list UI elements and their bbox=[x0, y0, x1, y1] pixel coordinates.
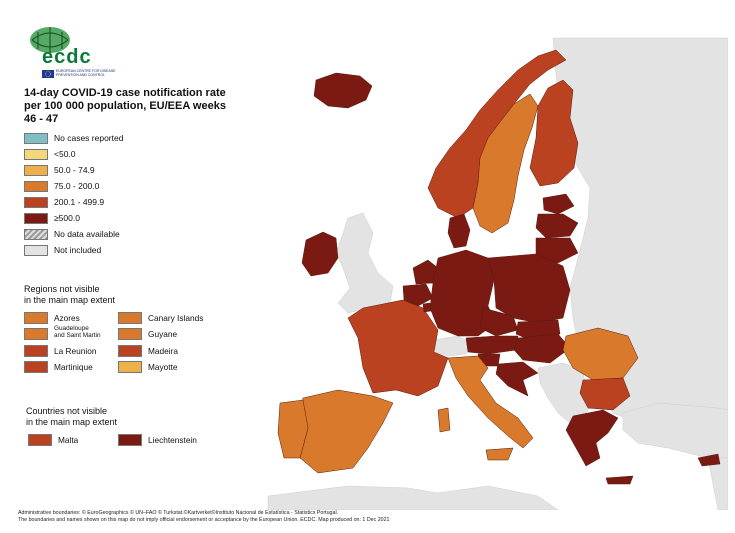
legend-label: No data available bbox=[54, 229, 120, 239]
legend-label: Guadeloupe and Saint Martin bbox=[54, 325, 101, 339]
country-bulgaria bbox=[579, 377, 631, 411]
legend-swatch bbox=[118, 328, 142, 340]
country-austria bbox=[465, 335, 519, 355]
legend-swatch bbox=[118, 434, 142, 446]
ecdc-logo: ecdc EUROPEAN CENTRE FOR DISEASE PREVENT… bbox=[26, 24, 116, 86]
country-estonia bbox=[542, 193, 575, 215]
legend-label: 50.0 - 74.9 bbox=[54, 165, 95, 175]
country-cyprus bbox=[697, 453, 721, 467]
disclaimer-line: The boundaries and names shown on this m… bbox=[18, 517, 390, 523]
country-spain bbox=[299, 389, 394, 474]
ecdc-wordmark: ecdc bbox=[42, 46, 92, 68]
europe-map bbox=[267, 37, 728, 510]
attribution-line: Administrative boundaries: © EuroGeograp… bbox=[18, 510, 339, 516]
region-not-included-uk bbox=[335, 212, 394, 314]
map-title: 14-day COVID-19 case notification rate p… bbox=[24, 87, 226, 125]
map-frame bbox=[18, 18, 728, 510]
legend-swatch bbox=[118, 361, 142, 373]
country-greece bbox=[565, 409, 619, 467]
country-ireland bbox=[301, 231, 339, 277]
legend-label: La Reunion bbox=[54, 346, 97, 356]
country-croatia bbox=[495, 361, 539, 397]
legend-swatch bbox=[24, 312, 48, 324]
ecdc-subtitle: EUROPEAN CENTRE FOR DISEASE PREVENTION A… bbox=[56, 69, 116, 77]
country-sardinia bbox=[437, 407, 451, 433]
legend-swatch bbox=[24, 181, 48, 192]
legend-label: Madeira bbox=[148, 346, 178, 356]
attribution-footer: Administrative boundaries: © EuroGeograp… bbox=[18, 510, 390, 524]
legend-swatch bbox=[24, 345, 48, 357]
country-finland bbox=[529, 79, 579, 187]
legend-swatch bbox=[24, 149, 48, 160]
country-italy bbox=[447, 355, 534, 449]
legend-label: No cases reported bbox=[54, 133, 124, 143]
country-hungary bbox=[513, 333, 571, 364]
legend-label: 75.0 - 200.0 bbox=[54, 181, 100, 191]
legend-label: Mayotte bbox=[148, 362, 178, 372]
legend-swatch bbox=[118, 345, 142, 357]
legend-label: Not included bbox=[54, 245, 102, 255]
legend-label: Canary Islands bbox=[148, 313, 204, 323]
regions-heading-line2: in the main map extent bbox=[24, 295, 116, 305]
country-sicily bbox=[485, 447, 514, 461]
country-belgium bbox=[402, 283, 434, 307]
country-denmark bbox=[447, 213, 471, 249]
regions-heading-line1: Regions not visible bbox=[24, 284, 100, 294]
legend-label: 200.1 - 499.9 bbox=[54, 197, 105, 207]
country-portugal bbox=[277, 399, 309, 459]
regions-heading: Regions not visible in the main map exte… bbox=[24, 284, 115, 306]
legend-swatch bbox=[24, 133, 48, 144]
globe-icon bbox=[30, 27, 70, 53]
region-not-included-africa bbox=[267, 485, 559, 510]
eu-flag-icon bbox=[42, 70, 54, 78]
legend-label: Azores bbox=[54, 313, 80, 323]
country-latvia bbox=[535, 213, 579, 239]
legend-label: ≥500.0 bbox=[54, 213, 80, 223]
legend-swatch bbox=[24, 165, 48, 176]
country-iceland bbox=[313, 72, 373, 109]
legend-swatch-hatched bbox=[24, 229, 48, 240]
legend-label: Martinique bbox=[54, 362, 93, 372]
legend-swatch bbox=[24, 361, 48, 373]
legend-label-line1: Guadeloupe bbox=[54, 325, 89, 332]
legend-label-line2: and Saint Martin bbox=[54, 332, 101, 339]
countries-heading-line1: Countries not visible bbox=[26, 406, 108, 416]
country-sweden bbox=[472, 93, 539, 234]
countries-heading: Countries not visible in the main map ex… bbox=[26, 406, 117, 428]
legend-label: Guyane bbox=[148, 329, 178, 339]
legend-swatch bbox=[118, 312, 142, 324]
legend-label: Malta bbox=[58, 435, 79, 445]
country-czechia bbox=[479, 307, 519, 337]
legend-swatch bbox=[28, 434, 52, 446]
countries-heading-line2: in the main map extent bbox=[26, 417, 118, 427]
legend-swatch bbox=[24, 213, 48, 224]
country-luxembourg bbox=[422, 302, 432, 313]
legend-label: <50.0 bbox=[54, 149, 76, 159]
legend-swatch bbox=[24, 245, 48, 256]
legend-swatch bbox=[24, 328, 48, 340]
legend-label: Liechtenstein bbox=[148, 435, 197, 445]
country-crete bbox=[605, 475, 634, 485]
region-not-included-turkey bbox=[622, 402, 728, 459]
legend-swatch bbox=[24, 197, 48, 208]
